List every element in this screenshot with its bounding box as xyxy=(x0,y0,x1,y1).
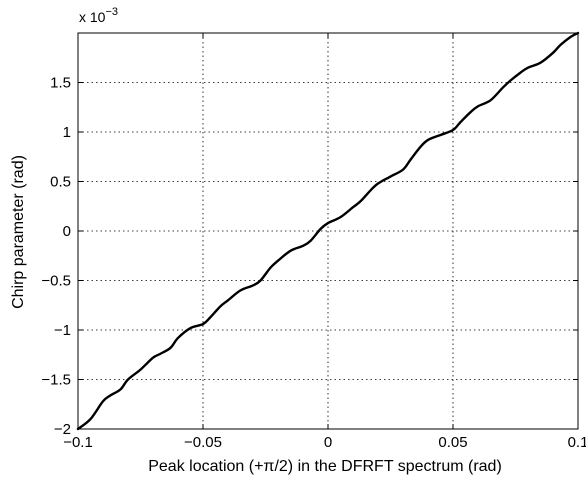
y-tick-labels: −2 −1.5 −1 −0.5 0 0.5 1 1.5 xyxy=(41,75,71,439)
y-exponent-base: x 10 xyxy=(79,9,106,25)
x-tick-label: 0 xyxy=(324,434,332,451)
series-line xyxy=(76,31,580,431)
y-axis-label: Chirp parameter (rad) xyxy=(10,155,27,309)
x-tick-label: 0.05 xyxy=(438,434,467,451)
y-tick-label: 0.5 xyxy=(50,174,71,191)
y-tick-label: 0 xyxy=(63,223,71,240)
x-tick-label: −0.05 xyxy=(184,434,222,451)
x-tick-label: −0.1 xyxy=(63,434,93,451)
y-tick-label: −2 xyxy=(54,421,71,438)
x-tick-labels: −0.1 −0.05 0 0.05 0.1 xyxy=(63,434,586,451)
ticks xyxy=(77,33,579,430)
x-tick-label: 0.1 xyxy=(568,434,586,451)
y-exponent-label: x 10−3 xyxy=(79,6,118,25)
y-exponent-power: −3 xyxy=(105,6,118,18)
y-tick-label: 1 xyxy=(63,124,71,141)
x-axis-label: Peak location (+π/2) in the DFRFT spectr… xyxy=(148,458,502,475)
grid xyxy=(78,33,578,429)
y-tick-label: −1.5 xyxy=(41,372,71,389)
y-tick-label: −0.5 xyxy=(41,273,71,290)
y-tick-label: 1.5 xyxy=(50,75,71,92)
y-tick-label: −1 xyxy=(54,322,71,339)
